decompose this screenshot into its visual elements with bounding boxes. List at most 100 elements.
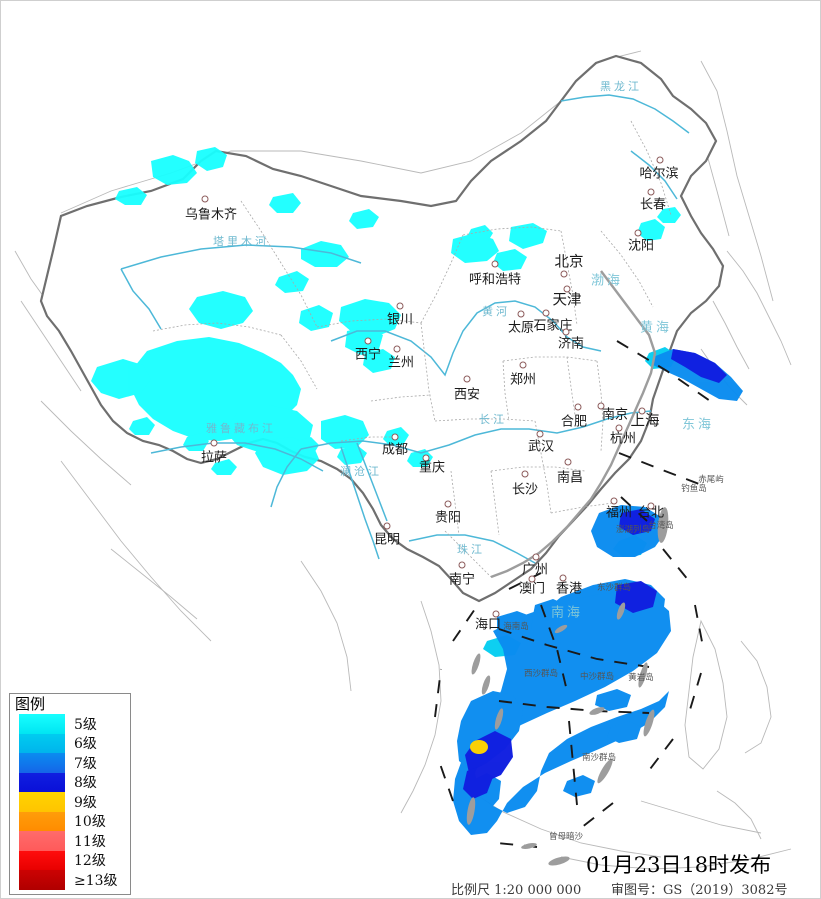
city-marker-dot bbox=[201, 195, 209, 203]
legend-item: ≥13级 bbox=[19, 870, 118, 890]
legend-color-swatch bbox=[19, 792, 65, 812]
legend-item: 8级 bbox=[19, 772, 118, 792]
city-label: 昆明 bbox=[373, 532, 401, 548]
city-label: 南昌 bbox=[556, 470, 584, 486]
island-label: 东沙群岛 bbox=[596, 583, 632, 593]
river-label: 雅鲁藏布江 bbox=[206, 422, 276, 435]
legend-item: 10级 bbox=[19, 811, 118, 831]
island-label: 钓鱼岛 bbox=[681, 484, 707, 494]
city-label: 太原 bbox=[507, 320, 535, 336]
legend-title: 图例 bbox=[15, 695, 46, 713]
map-approval-number: 审图号：GS（2019）3082号 bbox=[611, 883, 788, 898]
legend-color-swatch bbox=[19, 753, 65, 773]
legend-item-label: 7级 bbox=[74, 755, 97, 772]
map-scale: 比例尺 1:20 000 000 bbox=[451, 883, 582, 898]
legend-color-swatch bbox=[19, 733, 65, 753]
river-lines bbox=[120, 94, 690, 564]
city-marker-dot bbox=[647, 502, 655, 510]
city-marker-dot bbox=[396, 302, 404, 310]
river-label: 澜沧江 bbox=[340, 465, 382, 478]
river-label: 黑龙江 bbox=[600, 80, 642, 93]
city-label: 澳门 bbox=[518, 581, 546, 597]
city-label: 台北 bbox=[637, 505, 665, 521]
legend-item-label: 5级 bbox=[74, 716, 97, 733]
city-marker-dot bbox=[364, 337, 372, 345]
city-label: 西安 bbox=[453, 387, 481, 403]
island-label: 中沙群岛 bbox=[579, 672, 615, 682]
legend-color-swatch bbox=[19, 850, 65, 870]
city-label: 兰州 bbox=[387, 355, 415, 371]
city-marker-dot bbox=[391, 433, 399, 441]
city-marker-dot bbox=[615, 424, 623, 432]
legend-item-label: 9级 bbox=[74, 794, 97, 811]
sea-label: 黄海 bbox=[639, 320, 673, 336]
river-label: 珠江 bbox=[457, 543, 485, 556]
city-marker-dot bbox=[444, 500, 452, 508]
island-label: 西沙群岛 bbox=[523, 669, 559, 679]
island-label: 南沙群岛 bbox=[581, 753, 617, 763]
city-label: 香港 bbox=[555, 581, 583, 597]
city-marker-dot bbox=[638, 407, 646, 415]
city-label: 成都 bbox=[381, 442, 409, 458]
legend-item-label: 12级 bbox=[74, 853, 106, 870]
city-marker-dot bbox=[563, 285, 571, 293]
city-marker-dot bbox=[528, 575, 536, 583]
nine-dash-line bbox=[434, 340, 714, 848]
legend-item: 7级 bbox=[19, 753, 118, 773]
legend-item-label: ≥13级 bbox=[74, 872, 118, 889]
city-label: 广州 bbox=[521, 562, 549, 578]
city-label: 武汉 bbox=[527, 439, 555, 455]
city-label: 杭州 bbox=[609, 431, 637, 447]
city-marker-dot bbox=[393, 345, 401, 353]
river-label: 塔里木河 bbox=[213, 235, 269, 248]
city-marker-dot bbox=[536, 430, 544, 438]
city-marker-dot bbox=[422, 454, 430, 462]
city-marker-dot bbox=[597, 402, 605, 410]
legend-item-label: 11级 bbox=[74, 833, 106, 850]
legend-rows: 5级 6级 7级 8级 9级 10级 11级 12级 ≥13级 bbox=[19, 714, 118, 890]
city-marker-dot bbox=[463, 375, 471, 383]
river-label: 长江 bbox=[479, 413, 507, 426]
wind-level-5-areas bbox=[91, 147, 681, 475]
city-marker-dot bbox=[383, 522, 391, 530]
city-marker-dot bbox=[559, 574, 567, 582]
legend-item-label: 10级 bbox=[74, 814, 106, 831]
city-label: 郑州 bbox=[509, 372, 537, 388]
city-marker-dot bbox=[532, 553, 540, 561]
legend-item: 9级 bbox=[19, 792, 118, 812]
issue-time: 01月23日18时发布 bbox=[586, 853, 772, 877]
city-label: 长沙 bbox=[511, 482, 539, 498]
river-label: 黄河 bbox=[482, 305, 510, 318]
city-marker-dot bbox=[542, 309, 550, 317]
city-marker-dot bbox=[634, 229, 642, 237]
city-label: 重庆 bbox=[418, 460, 446, 476]
city-label: 银川 bbox=[386, 312, 414, 328]
legend-item: 6级 bbox=[19, 733, 118, 753]
sea-label: 东海 bbox=[681, 417, 715, 433]
city-label: 长春 bbox=[639, 197, 667, 213]
sea-label: 南海 bbox=[550, 605, 584, 621]
city-marker-dot bbox=[610, 497, 618, 505]
city-marker-dot bbox=[562, 328, 570, 336]
city-marker-dot bbox=[521, 470, 529, 478]
island-label: 台湾岛 bbox=[648, 521, 674, 531]
city-label: 南宁 bbox=[448, 572, 476, 588]
city-marker-dot bbox=[210, 439, 218, 447]
island-label: 黄岩岛 bbox=[628, 673, 654, 683]
legend-color-swatch bbox=[19, 811, 65, 831]
city-marker-dot bbox=[574, 403, 582, 411]
city-label: 合肥 bbox=[560, 414, 588, 430]
island-label: 澎湖列岛 bbox=[615, 525, 651, 535]
city-label: 贵阳 bbox=[434, 510, 462, 526]
city-marker-dot bbox=[560, 270, 568, 278]
legend-color-swatch bbox=[19, 831, 65, 851]
island-label: 海南岛 bbox=[503, 622, 529, 632]
legend-color-swatch bbox=[19, 870, 65, 890]
legend-item: 5级 bbox=[19, 714, 118, 734]
legend-item-label: 8级 bbox=[74, 775, 97, 792]
sea-label: 渤海 bbox=[590, 273, 624, 289]
legend-color-swatch bbox=[19, 772, 65, 792]
city-marker-dot bbox=[517, 310, 525, 318]
city-label: 济南 bbox=[557, 336, 585, 352]
